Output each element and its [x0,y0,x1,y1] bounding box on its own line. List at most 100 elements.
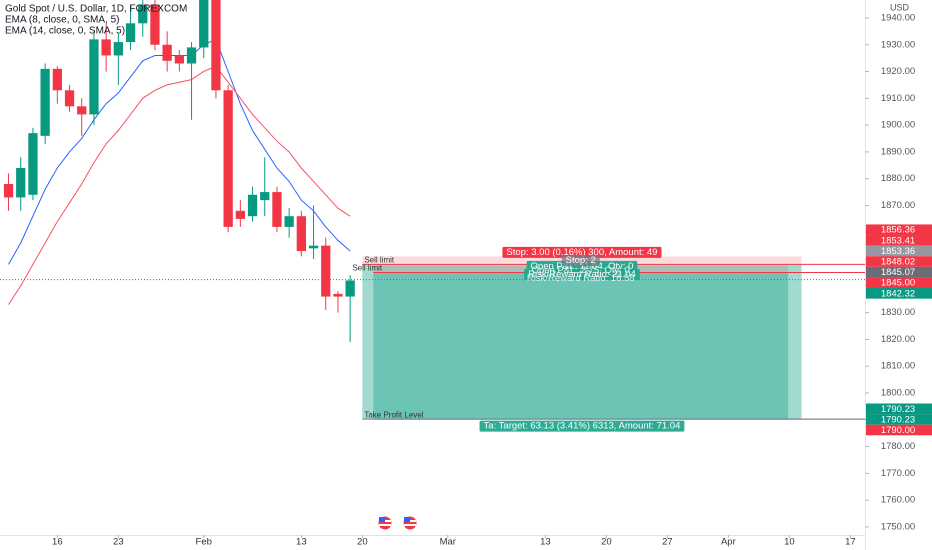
y-tick-label: 1920.00 [881,66,915,77]
price-tag-label: 1845.07 [881,267,915,278]
price-tag [866,266,932,278]
candle-body [40,68,50,136]
label-background [479,420,685,432]
position-label: Stop: 3.00 (0.16%) 300, Amount: 49 [506,247,657,258]
price-tag [866,424,932,436]
price-tag-label: 1848.02 [881,257,915,268]
position-label: Risk/Reward Ratio: 16.58 [527,273,635,284]
y-tick-label: 1880.00 [881,173,915,184]
x-tick-label: 16 [52,537,63,548]
candle-body [235,210,245,219]
overlay: Sell limit Stop: 3.00 (0.16%) 300, Amount… [352,246,685,432]
price-tag [866,245,932,257]
candle-body [113,42,123,56]
price-tag-label: 1790.23 [881,404,915,415]
label-background [561,254,600,266]
candle-body [296,216,306,252]
price-tag-label: 1790.00 [881,425,915,436]
candle-body [89,39,99,115]
y-tick-label: 1810.00 [881,361,915,372]
flag-canton [404,517,410,522]
x-tick-label: Mar [440,537,456,548]
candle-body [321,245,331,297]
label-background [524,268,640,280]
x-tick-label: 20 [357,537,368,548]
target-zone [373,272,789,420]
candle-body [211,0,221,91]
price-tag [866,256,932,267]
y-tick-label: 1760.00 [881,495,915,506]
y-tick-label: 1800.00 [881,388,915,399]
position-label: Risk/Reward Ratio: 21.04 [528,269,636,280]
flag-canton [379,517,385,522]
position-label: Open P&L: 11.04, Qty: 0 [531,261,634,272]
price-tag-label: 1845.00 [881,278,915,289]
flag-stripe [404,524,416,526]
candle-body [199,0,209,48]
candle-body [333,293,343,297]
y-tick-label: 1770.00 [881,468,915,479]
price-tag-label: 1853.36 [881,246,915,257]
flag-stripe [379,524,391,526]
x-tick-label: 17 [845,537,856,548]
order-label: Sell limit [352,264,383,273]
target-zone [362,264,802,420]
y-tick-label: 1820.00 [881,334,915,345]
x-tick-label: 27 [662,537,673,548]
candle-body [150,4,160,45]
y-tick-label: 1830.00 [881,307,915,318]
candle-body [77,106,87,115]
label-background [502,246,662,258]
legend-entry: EMA (14, close, 0, SMA, 5) [5,26,125,37]
price-tag-label: 1790.23 [881,414,915,425]
position-label: Ta: Target: 63.13 (3.41%) 6313, Amount: … [484,421,681,432]
y-tick-label: 1870.00 [881,200,915,211]
candle-body [125,23,136,43]
price-tag-label: 1842.32 [881,288,915,299]
candle-body [308,245,319,249]
price-tag-label: 1856.36 [881,225,915,236]
ema-line [8,65,351,305]
event-flags [378,516,417,530]
candle-body [138,4,148,24]
price-tag [866,277,932,289]
candle-body [16,167,26,198]
y-tick-label: 1910.00 [881,93,915,104]
price-tag [866,414,932,425]
y-tick-label: 1930.00 [881,39,915,50]
price-tag [866,224,932,236]
legend-entry: EMA (8, close, 0, SMA, 5) [5,15,119,26]
candle-body [52,68,62,91]
x-tick-label: 10 [784,537,795,548]
y-axis-label: USD [890,2,910,12]
candle-body [3,184,14,198]
y-tick-label: 1750.00 [881,521,915,532]
candle-body [186,47,197,64]
x-tick-label: 23 [113,537,124,548]
level-label: Take Profit Level [364,410,423,419]
candle-body [28,133,38,195]
candle-body [174,55,184,64]
candle-body [272,192,282,227]
y-tick-label: 1900.00 [881,120,915,131]
candle-body [162,44,172,61]
candle-body [284,216,294,227]
y-tick-label: 1940.00 [881,12,915,23]
x-tick-label: Feb [196,537,212,548]
candle-body [223,90,233,227]
candle-body [247,194,258,217]
price-tag [866,403,932,415]
y-tick-label: 1780.00 [881,441,915,452]
price-tag [866,235,932,246]
position-label: Stop: 2 [566,255,596,266]
price-tag [866,288,932,299]
position-label: Open P&L: 2.75, Qty: 0 [532,265,630,276]
x-tick-label: Apr [721,537,736,548]
candle-body [260,192,270,201]
order-label: Sell limit [364,255,395,264]
candle-body [345,280,355,297]
candle-body [64,90,75,107]
chart-title: Gold Spot / U.S. Dollar, 1D, FOREXCOM [5,4,187,15]
